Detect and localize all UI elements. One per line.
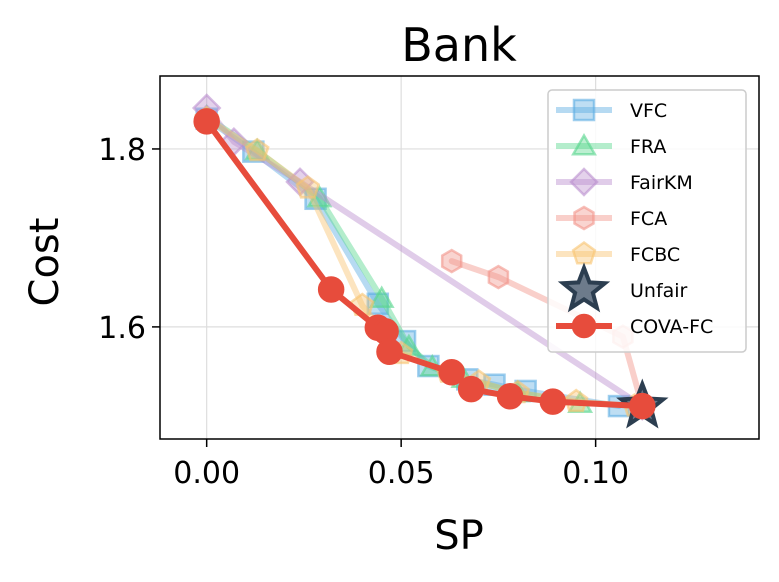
- legend-entry-fca: FCA: [556, 205, 667, 231]
- data-point-fca: [440, 248, 463, 274]
- y-tick-label: 1.8: [98, 133, 146, 168]
- data-point-cova-fc: [376, 338, 403, 366]
- data-point-fcbc: [244, 137, 270, 162]
- legend-label-vfc: VFC: [630, 100, 667, 122]
- legend-entry-vfc: VFC: [556, 98, 667, 122]
- data-point-cova-fc: [438, 359, 465, 386]
- legend-marker-vfc: [572, 98, 596, 122]
- legend-marker-fra: [571, 132, 597, 156]
- data-point-cova-fc: [496, 383, 524, 410]
- legend-entry-fairkm: FairKM: [556, 167, 693, 197]
- data-point-cova-fc: [193, 108, 220, 135]
- legend-label-cova-fc: COVA-FC: [630, 316, 713, 338]
- legend-entry-unfair: Unfair: [557, 262, 688, 313]
- y-axis-label: Cost: [22, 218, 68, 307]
- data-point-cova-fc: [539, 388, 567, 415]
- data-point-cova-fc: [457, 375, 485, 403]
- data-point-fca: [487, 264, 510, 290]
- data-point-fra: [395, 333, 422, 356]
- legend-entry-fra: FRA: [556, 132, 666, 158]
- legend-marker-cova-fc: [571, 313, 597, 339]
- legend-marker-unfair: [557, 262, 611, 313]
- x-tick-label: 0.10: [562, 456, 629, 491]
- x-tick-label: 0.00: [173, 456, 240, 491]
- series-line-cova-fc: [203, 118, 646, 410]
- legend: VFC FRA FairKM FCA FCBC Unfair COVA-FC: [547, 89, 747, 353]
- legend-label-fca: FCA: [630, 208, 667, 230]
- legend-label-fcbc: FCBC: [630, 244, 680, 266]
- legend-label-fra: FRA: [630, 136, 666, 158]
- legend-label-fairkm: FairKM: [630, 172, 693, 194]
- chart-title: Bank: [401, 18, 517, 72]
- legend-marker-fca: [573, 205, 595, 231]
- legend-marker-fairkm: [569, 167, 599, 197]
- data-point-cova-fc: [629, 392, 656, 420]
- series-line-fairkm: [203, 105, 646, 410]
- y-tick-label: 1.6: [98, 311, 146, 346]
- data-point-fcbc: [295, 175, 321, 199]
- data-point-cova-fc: [317, 276, 345, 303]
- plot-frame: [159, 75, 760, 440]
- legend-label-unfair: Unfair: [630, 280, 688, 302]
- x-axis-label: SP: [434, 513, 484, 559]
- axes-layer: 0.00 0.05 0.10 1.6 1.8: [98, 75, 760, 491]
- x-tick-label: 0.05: [368, 456, 435, 491]
- series-cova-fc: [193, 108, 656, 420]
- data-point-fra: [368, 285, 395, 308]
- legend-entry-cova-fc: COVA-FC: [556, 313, 713, 339]
